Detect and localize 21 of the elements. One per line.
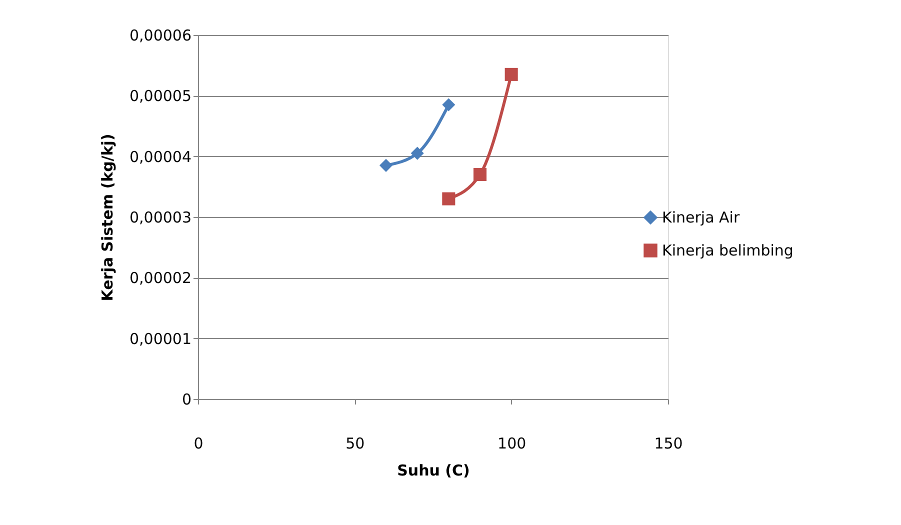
point	[442, 192, 456, 206]
legend-label: Kinerja Air	[662, 208, 740, 226]
y-tick-label: 0,00005	[129, 87, 192, 106]
y-tick-label: 0,00002	[129, 269, 192, 288]
y-tick-label: 0	[182, 390, 192, 408]
x-tick-label: 100	[498, 434, 526, 452]
y-tick-label: 0,00006	[129, 26, 192, 44]
y-tick-label: 0,00001	[129, 330, 192, 348]
legend-label: Kinerja belimbing	[662, 242, 794, 260]
point	[379, 158, 393, 172]
x-tick-label: 150	[654, 434, 683, 452]
point	[473, 168, 487, 182]
y-tick-label: 0,00004	[129, 148, 192, 166]
y-tick-label: 0,00003	[129, 208, 192, 226]
point	[504, 68, 518, 81]
point	[410, 146, 424, 160]
point	[442, 98, 456, 112]
x-tick-label: 50	[346, 434, 365, 452]
x-tick-label: 0	[194, 434, 204, 452]
y-axis-title: Kerja Sistem (kg/kj)	[98, 134, 116, 302]
x-axis-title: Suhu (C)	[397, 462, 470, 480]
